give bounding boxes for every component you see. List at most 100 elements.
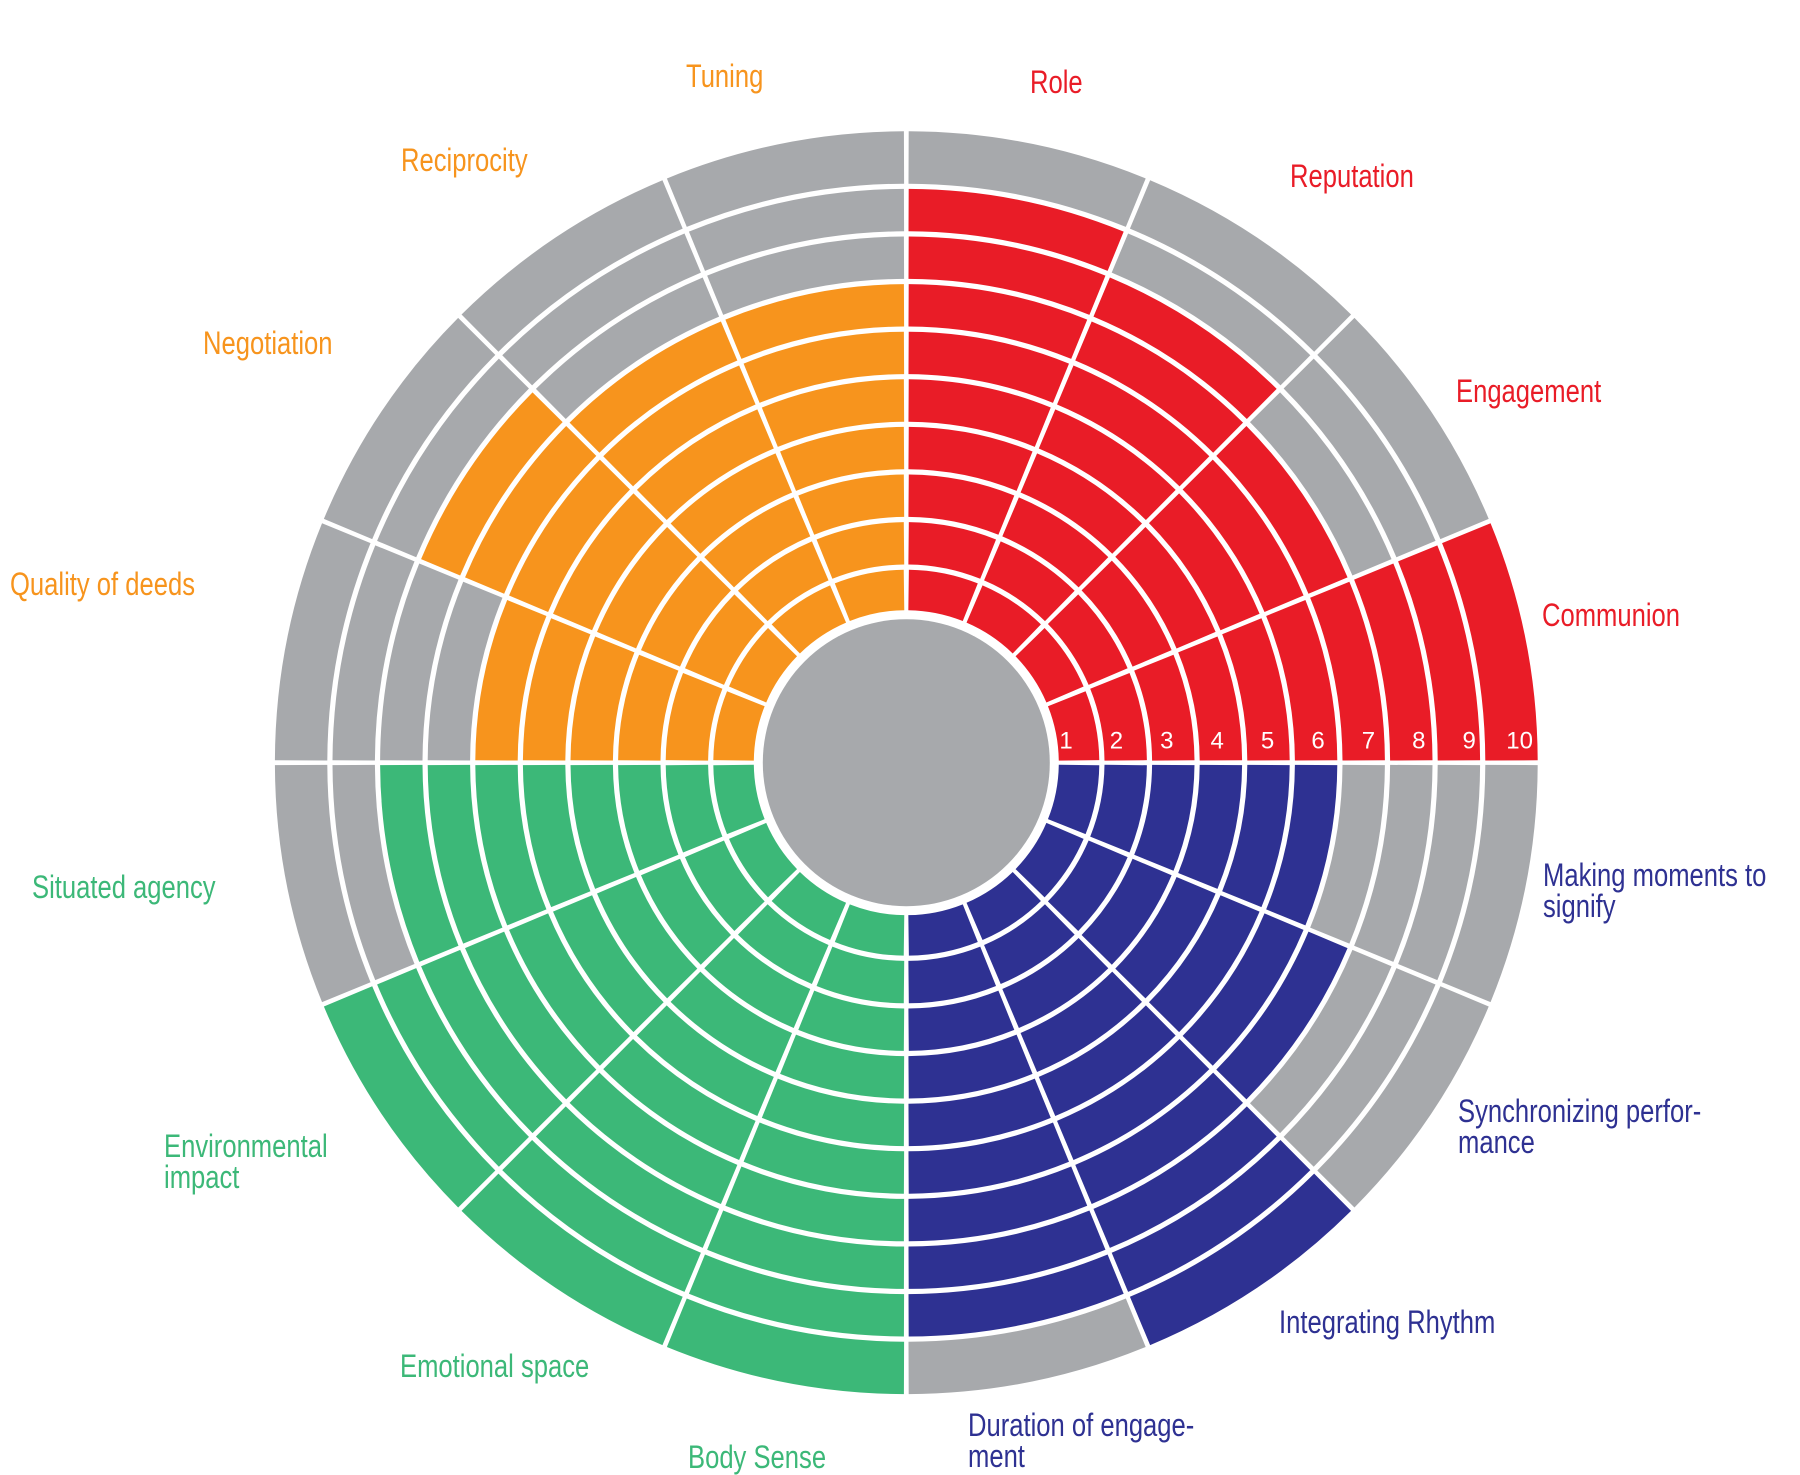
- cell-synchronizing-ring-9: [1283, 968, 1436, 1167]
- cell-integrating-ring-8: [1093, 1106, 1277, 1248]
- cell-quality-ring-10: [274, 523, 371, 761]
- cell-emotional-ring-6: [603, 1039, 756, 1160]
- cell-reciprocity-ring-7: [569, 321, 738, 453]
- cell-tuning-ring-5: [761, 379, 905, 447]
- sector-integrating: [966, 871, 1352, 1346]
- cell-environmental-ring-10: [323, 986, 496, 1208]
- label-integrating: Integrating Rhythm: [1279, 1304, 1496, 1340]
- label-tuning: Tuning: [686, 58, 764, 94]
- cell-negotiation-ring-4: [597, 526, 698, 649]
- cell-communion-ring-9: [1398, 545, 1481, 761]
- cell-tuning-ring-7: [725, 284, 905, 359]
- cell-engagement-ring-1: [1015, 628, 1084, 703]
- cell-situated-ring-6: [475, 764, 547, 926]
- sector-negotiation: [323, 317, 798, 703]
- cell-reputation-ring-4: [1020, 453, 1143, 554]
- sector-engagement: [1015, 317, 1489, 703]
- cell-emotional-ring-9: [502, 1140, 701, 1292]
- ring-number-7: 7: [1362, 728, 1375, 755]
- cell-communion-ring-3: [1134, 654, 1195, 761]
- cell-tuning-ring-8: [707, 236, 905, 315]
- cell-environmental-ring-2: [684, 840, 765, 932]
- cell-making-moments-ring-3: [1134, 764, 1195, 871]
- label-reciprocity: Reciprocity: [401, 142, 528, 178]
- cell-quality-ring-7: [427, 581, 503, 761]
- cell-engagement-ring-2: [1047, 594, 1128, 685]
- cell-communion-ring-4: [1178, 636, 1243, 761]
- cell-duration-ring-1: [908, 904, 978, 956]
- cell-environmental-ring-3: [640, 858, 732, 965]
- cell-tuning-ring-10: [666, 131, 905, 227]
- cell-communion-ring-7: [1310, 581, 1385, 761]
- cell-integrating-ring-3: [1002, 937, 1109, 1029]
- label-quality: Quality of deeds: [10, 566, 195, 602]
- cell-negotiation-ring-2: [684, 594, 765, 685]
- cell-reciprocity-ring-3: [704, 497, 811, 588]
- cell-reciprocity-ring-10: [461, 180, 683, 352]
- cell-reputation-ring-7: [1075, 321, 1244, 453]
- cell-reputation-ring-2: [984, 541, 1075, 622]
- cell-body-sense-ring-1: [834, 904, 905, 956]
- ring-number-6: 6: [1311, 728, 1324, 755]
- cell-reputation-ring-8: [1093, 277, 1277, 420]
- cell-engagement-ring-5: [1148, 493, 1260, 631]
- cell-negotiation-ring-8: [421, 392, 563, 576]
- cell-tuning-ring-6: [743, 331, 905, 403]
- label-synchronizing: Synchronizing perfor- mance: [1458, 1093, 1702, 1160]
- cell-situated-ring-4: [570, 764, 635, 889]
- cell-duration-ring-8: [908, 1210, 1106, 1289]
- cell-synchronizing-ring-6: [1182, 913, 1304, 1066]
- cell-emotional-ring-1: [771, 871, 847, 941]
- cell-duration-ring-7: [908, 1166, 1088, 1242]
- cell-emotional-ring-2: [737, 904, 829, 985]
- cell-reputation-ring-3: [1002, 497, 1109, 588]
- cell-reciprocity-ring-4: [670, 453, 793, 554]
- cell-situated-ring-3: [618, 764, 679, 871]
- cell-reciprocity-ring-5: [636, 409, 774, 521]
- cell-negotiation-ring-6: [509, 459, 630, 612]
- cell-situated-ring-2: [665, 764, 723, 853]
- cell-quality-ring-9: [332, 545, 415, 761]
- cell-integrating-ring-7: [1075, 1072, 1244, 1204]
- cell-situated-ring-8: [380, 764, 459, 962]
- cell-making-moments-ring-1: [1047, 764, 1100, 835]
- cell-role-ring-8: [908, 236, 1106, 315]
- cell-reciprocity-ring-2: [737, 541, 829, 622]
- cell-engagement-ring-8: [1249, 392, 1392, 576]
- cell-negotiation-ring-3: [640, 560, 732, 667]
- cell-making-moments-ring-9: [1398, 764, 1481, 981]
- sector-reputation: [966, 180, 1352, 654]
- cell-situated-ring-5: [522, 764, 591, 908]
- cell-environmental-ring-6: [509, 913, 630, 1066]
- cell-quality-ring-4: [570, 636, 635, 761]
- sector-situated: [274, 764, 765, 1003]
- cell-role-ring-10: [908, 131, 1146, 227]
- cell-body-sense-ring-10: [666, 1298, 905, 1395]
- sector-quality: [274, 523, 765, 761]
- cell-engagement-ring-6: [1182, 459, 1304, 612]
- cell-duration-ring-2: [908, 946, 997, 1004]
- cell-role-ring-7: [908, 284, 1088, 359]
- cell-synchronizing-ring-1: [1015, 822, 1084, 898]
- sector-duration: [908, 904, 1146, 1395]
- cell-synchronizing-ring-10: [1317, 986, 1489, 1208]
- label-negotiation: Negotiation: [203, 325, 333, 361]
- cell-making-moments-ring-7: [1310, 764, 1385, 944]
- cell-environmental-ring-4: [597, 876, 698, 999]
- cell-environmental-ring-9: [377, 968, 529, 1167]
- cell-making-moments-ring-4: [1178, 764, 1243, 889]
- cell-communion-ring-2: [1090, 672, 1147, 761]
- cell-emotional-ring-8: [535, 1106, 720, 1248]
- cell-communion-ring-6: [1266, 600, 1338, 761]
- label-reputation: Reputation: [1290, 158, 1414, 194]
- cell-reputation-ring-6: [1057, 365, 1210, 487]
- cell-reputation-ring-1: [966, 585, 1041, 654]
- cell-emotional-ring-10: [461, 1173, 683, 1346]
- cell-quality-ring-5: [522, 618, 591, 761]
- cell-duration-ring-4: [908, 1034, 1033, 1099]
- cell-negotiation-ring-7: [465, 425, 597, 594]
- cell-role-ring-5: [908, 379, 1051, 447]
- cell-engagement-ring-3: [1081, 560, 1172, 667]
